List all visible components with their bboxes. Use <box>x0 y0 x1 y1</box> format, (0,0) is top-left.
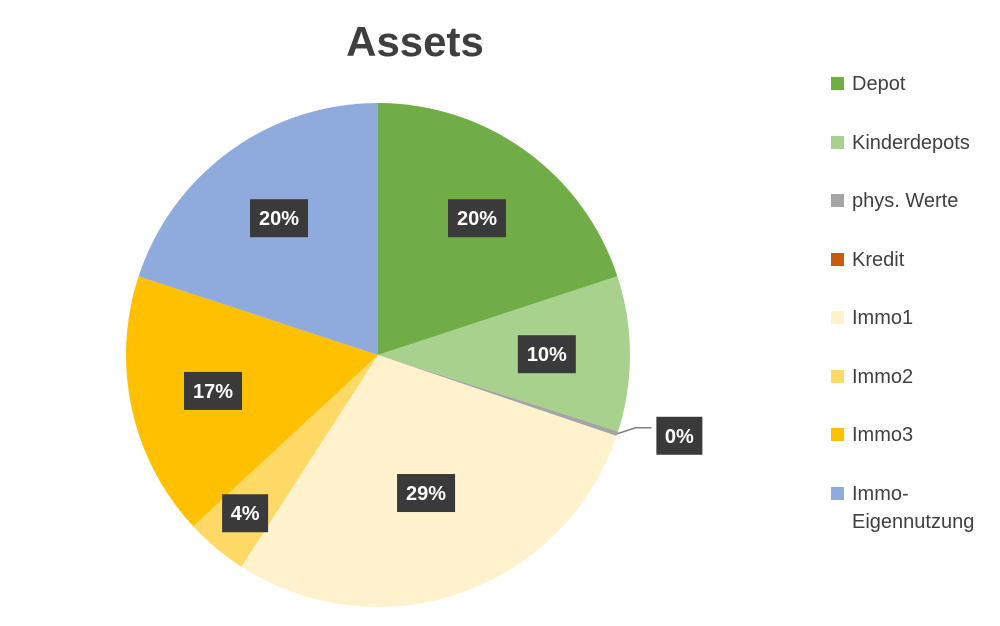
data-label-box <box>250 199 309 238</box>
data-label-text: 10% <box>527 344 567 366</box>
legend-item-immo-eigennutzung: Immo- Eigennutzung <box>831 480 996 536</box>
pie-slice-kinderdepots <box>378 276 630 432</box>
legend-swatch <box>831 486 844 500</box>
legend-swatch <box>831 135 844 149</box>
legend-label: Immo- Eigennutzung <box>852 482 975 533</box>
legend-item-immo1: Immo1 <box>831 304 996 332</box>
legend-item-immo3: Immo3 <box>831 421 996 449</box>
data-label-text: 0% <box>665 426 694 448</box>
legend-swatch <box>831 311 844 324</box>
data-label-immo-eigennutzung: 20% <box>250 199 309 238</box>
data-label-text: 29% <box>406 483 446 505</box>
legend-label: Kredit <box>852 248 905 271</box>
data-label-box <box>447 199 506 238</box>
data-label-text: 20% <box>457 208 497 230</box>
data-label-text: 20% <box>259 208 299 230</box>
legend-label: Immo2 <box>852 365 914 388</box>
data-label-immo1: 29% <box>397 474 456 513</box>
data-label-box <box>517 335 576 374</box>
legend-swatch <box>831 194 844 207</box>
legend-item-depot: Depot <box>831 70 996 98</box>
chart-title: Assets <box>346 18 484 65</box>
data-label-phys-werte: 0% <box>656 416 703 455</box>
leader-line-phys-werte <box>617 427 652 435</box>
legend-item-kredit: Kredit <box>831 246 996 274</box>
pie-slice-phys-werte <box>378 355 619 437</box>
legend-swatch <box>831 369 844 383</box>
legend-label: Depot <box>852 73 906 95</box>
data-label-box <box>656 416 703 455</box>
data-label-immo2: 4% <box>222 494 269 533</box>
legend-label: Kinderdepots <box>852 131 970 154</box>
legend-swatch <box>831 252 844 266</box>
legend-item-phys-werte: phys. Werte <box>831 187 996 215</box>
legend-swatch <box>831 77 844 90</box>
legend-label: phys. Werte <box>852 190 959 212</box>
data-label-text: 4% <box>231 503 260 525</box>
data-label-box <box>222 494 269 533</box>
legend-swatch <box>831 428 844 441</box>
data-label-text: 17% <box>193 381 233 403</box>
legend-label: Immo3 <box>852 424 914 446</box>
data-label-box <box>397 474 456 513</box>
data-label-immo3: 17% <box>184 371 243 410</box>
data-label-kinderdepots: 10% <box>517 335 576 374</box>
data-labels: 20% 10% 0% 29% 4% 17% 20% <box>184 199 703 533</box>
legend-label: Immo1 <box>852 307 914 329</box>
pie-slice-immo3 <box>126 276 378 527</box>
data-label-depot: 20% <box>447 199 506 238</box>
legend-item-immo2: Immo2 <box>831 363 996 391</box>
data-label-box <box>184 371 243 410</box>
legend-item-kinderdepots: Kinderdepots <box>831 129 996 157</box>
leader-lines <box>617 427 652 435</box>
